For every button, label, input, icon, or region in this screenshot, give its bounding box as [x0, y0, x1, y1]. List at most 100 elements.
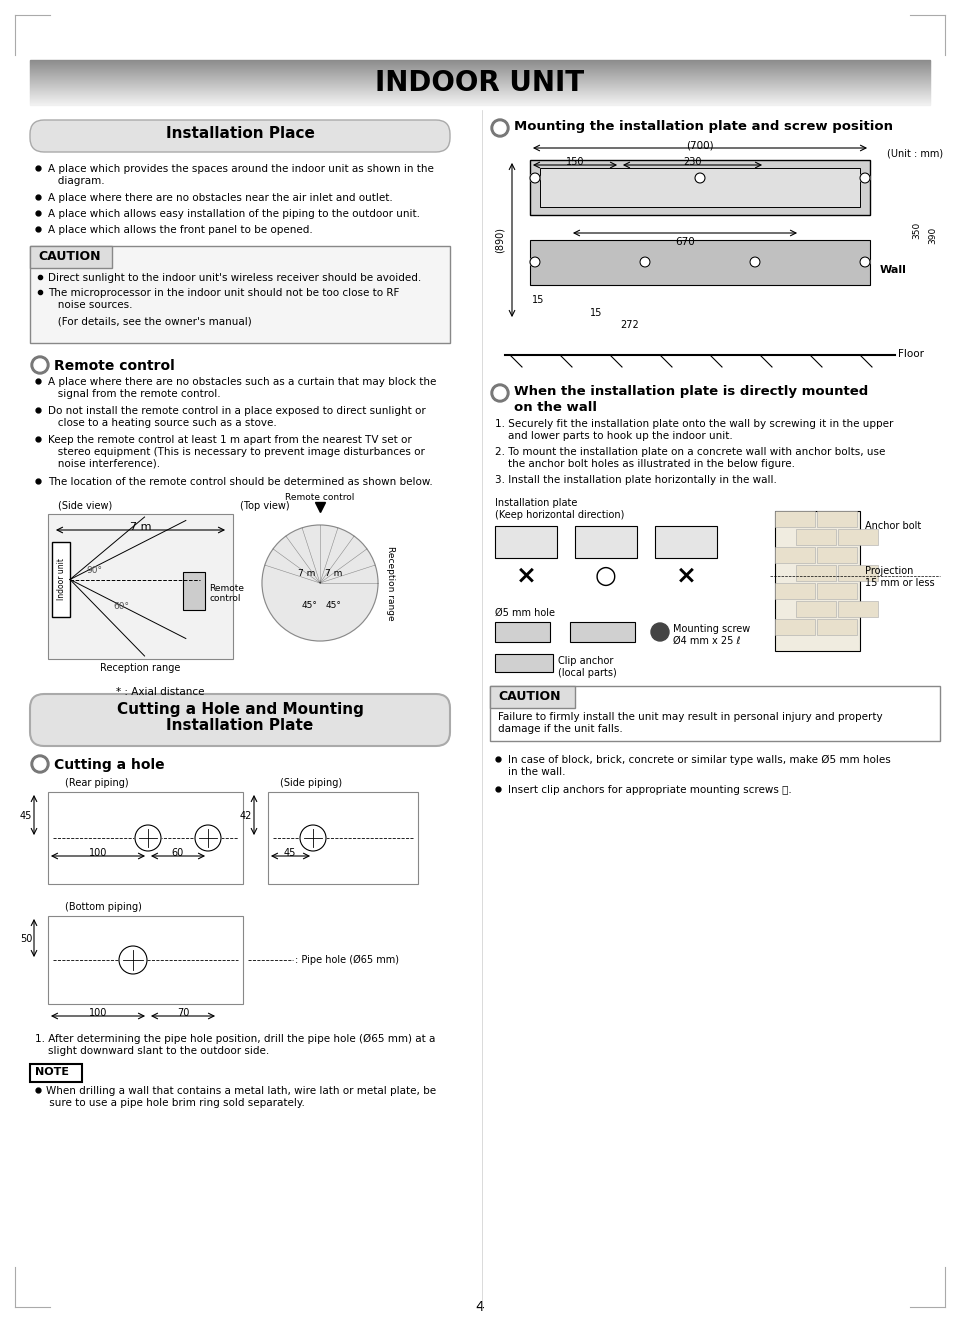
Bar — [30, 246, 112, 268]
Text: NOTE: NOTE — [35, 1067, 69, 1077]
Bar — [817, 512, 857, 527]
Text: (Rear piping): (Rear piping) — [65, 779, 129, 788]
Text: 15: 15 — [590, 308, 602, 319]
Text: 100: 100 — [89, 1007, 108, 1018]
Text: 7 m: 7 m — [325, 568, 343, 578]
Text: 4: 4 — [475, 1300, 485, 1314]
Text: The location of the remote control should be determined as shown below.: The location of the remote control shoul… — [48, 477, 433, 486]
Circle shape — [491, 119, 509, 137]
Text: Reception range: Reception range — [386, 546, 395, 620]
Bar — [30, 246, 450, 342]
Text: (Bottom piping): (Bottom piping) — [65, 902, 142, 912]
Circle shape — [262, 525, 378, 641]
Circle shape — [860, 173, 870, 182]
Text: 42: 42 — [240, 810, 252, 821]
Text: 1. Securely fit the installation plate onto the wall by screwing it in the upper: 1. Securely fit the installation plate o… — [495, 419, 894, 440]
Text: Ø5 mm hole: Ø5 mm hole — [495, 608, 555, 617]
Circle shape — [31, 755, 49, 773]
Text: Cutting a Hole and Mounting: Cutting a Hole and Mounting — [116, 702, 364, 717]
Text: 50: 50 — [20, 935, 33, 944]
Bar — [48, 792, 243, 884]
Text: 70: 70 — [177, 1007, 189, 1018]
Circle shape — [640, 256, 650, 267]
Circle shape — [119, 947, 147, 974]
Text: 100: 100 — [89, 847, 108, 858]
Text: (Top view): (Top view) — [240, 501, 290, 512]
Text: Floor: Floor — [898, 349, 924, 360]
Text: ×: × — [676, 564, 697, 588]
Bar — [495, 654, 553, 672]
Bar — [268, 792, 418, 884]
Circle shape — [530, 173, 540, 182]
Text: (Side piping): (Side piping) — [280, 779, 342, 788]
Text: 7 m: 7 m — [298, 568, 316, 578]
Text: Remote control: Remote control — [54, 360, 175, 373]
Circle shape — [195, 825, 221, 851]
Text: Do not install the remote control in a place exposed to direct sunlight or
   cl: Do not install the remote control in a p… — [48, 406, 425, 427]
Circle shape — [695, 173, 705, 182]
Bar — [775, 512, 815, 527]
Circle shape — [31, 356, 49, 374]
Bar — [775, 583, 815, 599]
Bar — [796, 564, 836, 580]
Text: 45°: 45° — [302, 602, 318, 609]
Text: Installation Place: Installation Place — [165, 126, 315, 141]
Bar — [775, 619, 815, 635]
Circle shape — [34, 360, 46, 371]
Text: Installation Plate: Installation Plate — [166, 718, 314, 732]
Text: 230: 230 — [683, 157, 701, 167]
Text: Indoor unit: Indoor unit — [57, 558, 65, 600]
Text: Remote
control: Remote control — [209, 584, 244, 603]
Text: A place where there are no obstacles such as a curtain that may block the
   sig: A place where there are no obstacles suc… — [48, 377, 437, 399]
Bar — [838, 602, 878, 617]
Text: 60: 60 — [172, 847, 184, 858]
Bar — [48, 916, 243, 1003]
Text: In case of block, brick, concrete or similar type walls, make Ø5 mm holes
in the: In case of block, brick, concrete or sim… — [508, 755, 891, 777]
Bar — [817, 547, 857, 563]
Circle shape — [651, 623, 669, 641]
Text: CAUTION: CAUTION — [498, 690, 561, 703]
Text: Keep the remote control at least 1 m apart from the nearest TV set or
   stereo : Keep the remote control at least 1 m apa… — [48, 435, 425, 468]
Text: Anchor bolt: Anchor bolt — [865, 521, 922, 531]
Text: Mounting screw
Ø4 mm x 25 ℓ: Mounting screw Ø4 mm x 25 ℓ — [673, 624, 751, 645]
Text: 45: 45 — [284, 847, 297, 858]
Text: A place which provides the spaces around the indoor unit as shown in the
   diag: A place which provides the spaces around… — [48, 164, 434, 185]
Text: Projection
15 mm or less: Projection 15 mm or less — [865, 566, 935, 587]
Text: 2. To mount the installation plate on a concrete wall with anchor bolts, use
   : 2. To mount the installation plate on a … — [495, 447, 885, 468]
Bar — [540, 168, 860, 208]
Text: : Pipe hole (Ø65 mm): : Pipe hole (Ø65 mm) — [295, 954, 399, 965]
Text: INDOOR UNIT: INDOOR UNIT — [375, 69, 585, 97]
Text: 150: 150 — [565, 157, 585, 167]
Circle shape — [494, 387, 506, 399]
Bar — [775, 512, 860, 650]
Text: 15: 15 — [532, 295, 544, 305]
Circle shape — [750, 256, 760, 267]
Bar — [52, 542, 70, 617]
Circle shape — [491, 383, 509, 402]
Text: Clip anchor
(local parts): Clip anchor (local parts) — [558, 656, 616, 678]
Text: 45°: 45° — [326, 602, 342, 609]
Bar — [570, 621, 635, 642]
Bar — [495, 526, 557, 558]
Bar — [655, 526, 717, 558]
Text: (For details, see the owner's manual): (For details, see the owner's manual) — [48, 316, 252, 327]
Text: The microprocessor in the indoor unit should not be too close to RF
   noise sou: The microprocessor in the indoor unit sh… — [48, 288, 399, 309]
Circle shape — [860, 256, 870, 267]
Text: Remote control: Remote control — [285, 493, 354, 502]
Text: Mounting the installation plate and screw position: Mounting the installation plate and scre… — [514, 120, 893, 134]
FancyBboxPatch shape — [30, 694, 450, 746]
Bar — [817, 619, 857, 635]
Text: on the wall: on the wall — [514, 401, 597, 414]
Text: Wall: Wall — [880, 264, 907, 275]
Bar — [775, 547, 815, 563]
Text: CAUTION: CAUTION — [38, 250, 101, 263]
Text: 60°: 60° — [113, 602, 129, 611]
Text: (890): (890) — [495, 227, 505, 253]
Text: 45: 45 — [20, 810, 33, 821]
Text: 7 m: 7 m — [130, 522, 152, 531]
Text: A place where there are no obstacles near the air inlet and outlet.: A place where there are no obstacles nea… — [48, 193, 393, 204]
Bar — [183, 572, 205, 609]
Text: Insert clip anchors for appropriate mounting screws ⓤ.: Insert clip anchors for appropriate moun… — [508, 785, 792, 795]
Text: (Side view): (Side view) — [58, 501, 112, 512]
Bar — [495, 621, 550, 642]
